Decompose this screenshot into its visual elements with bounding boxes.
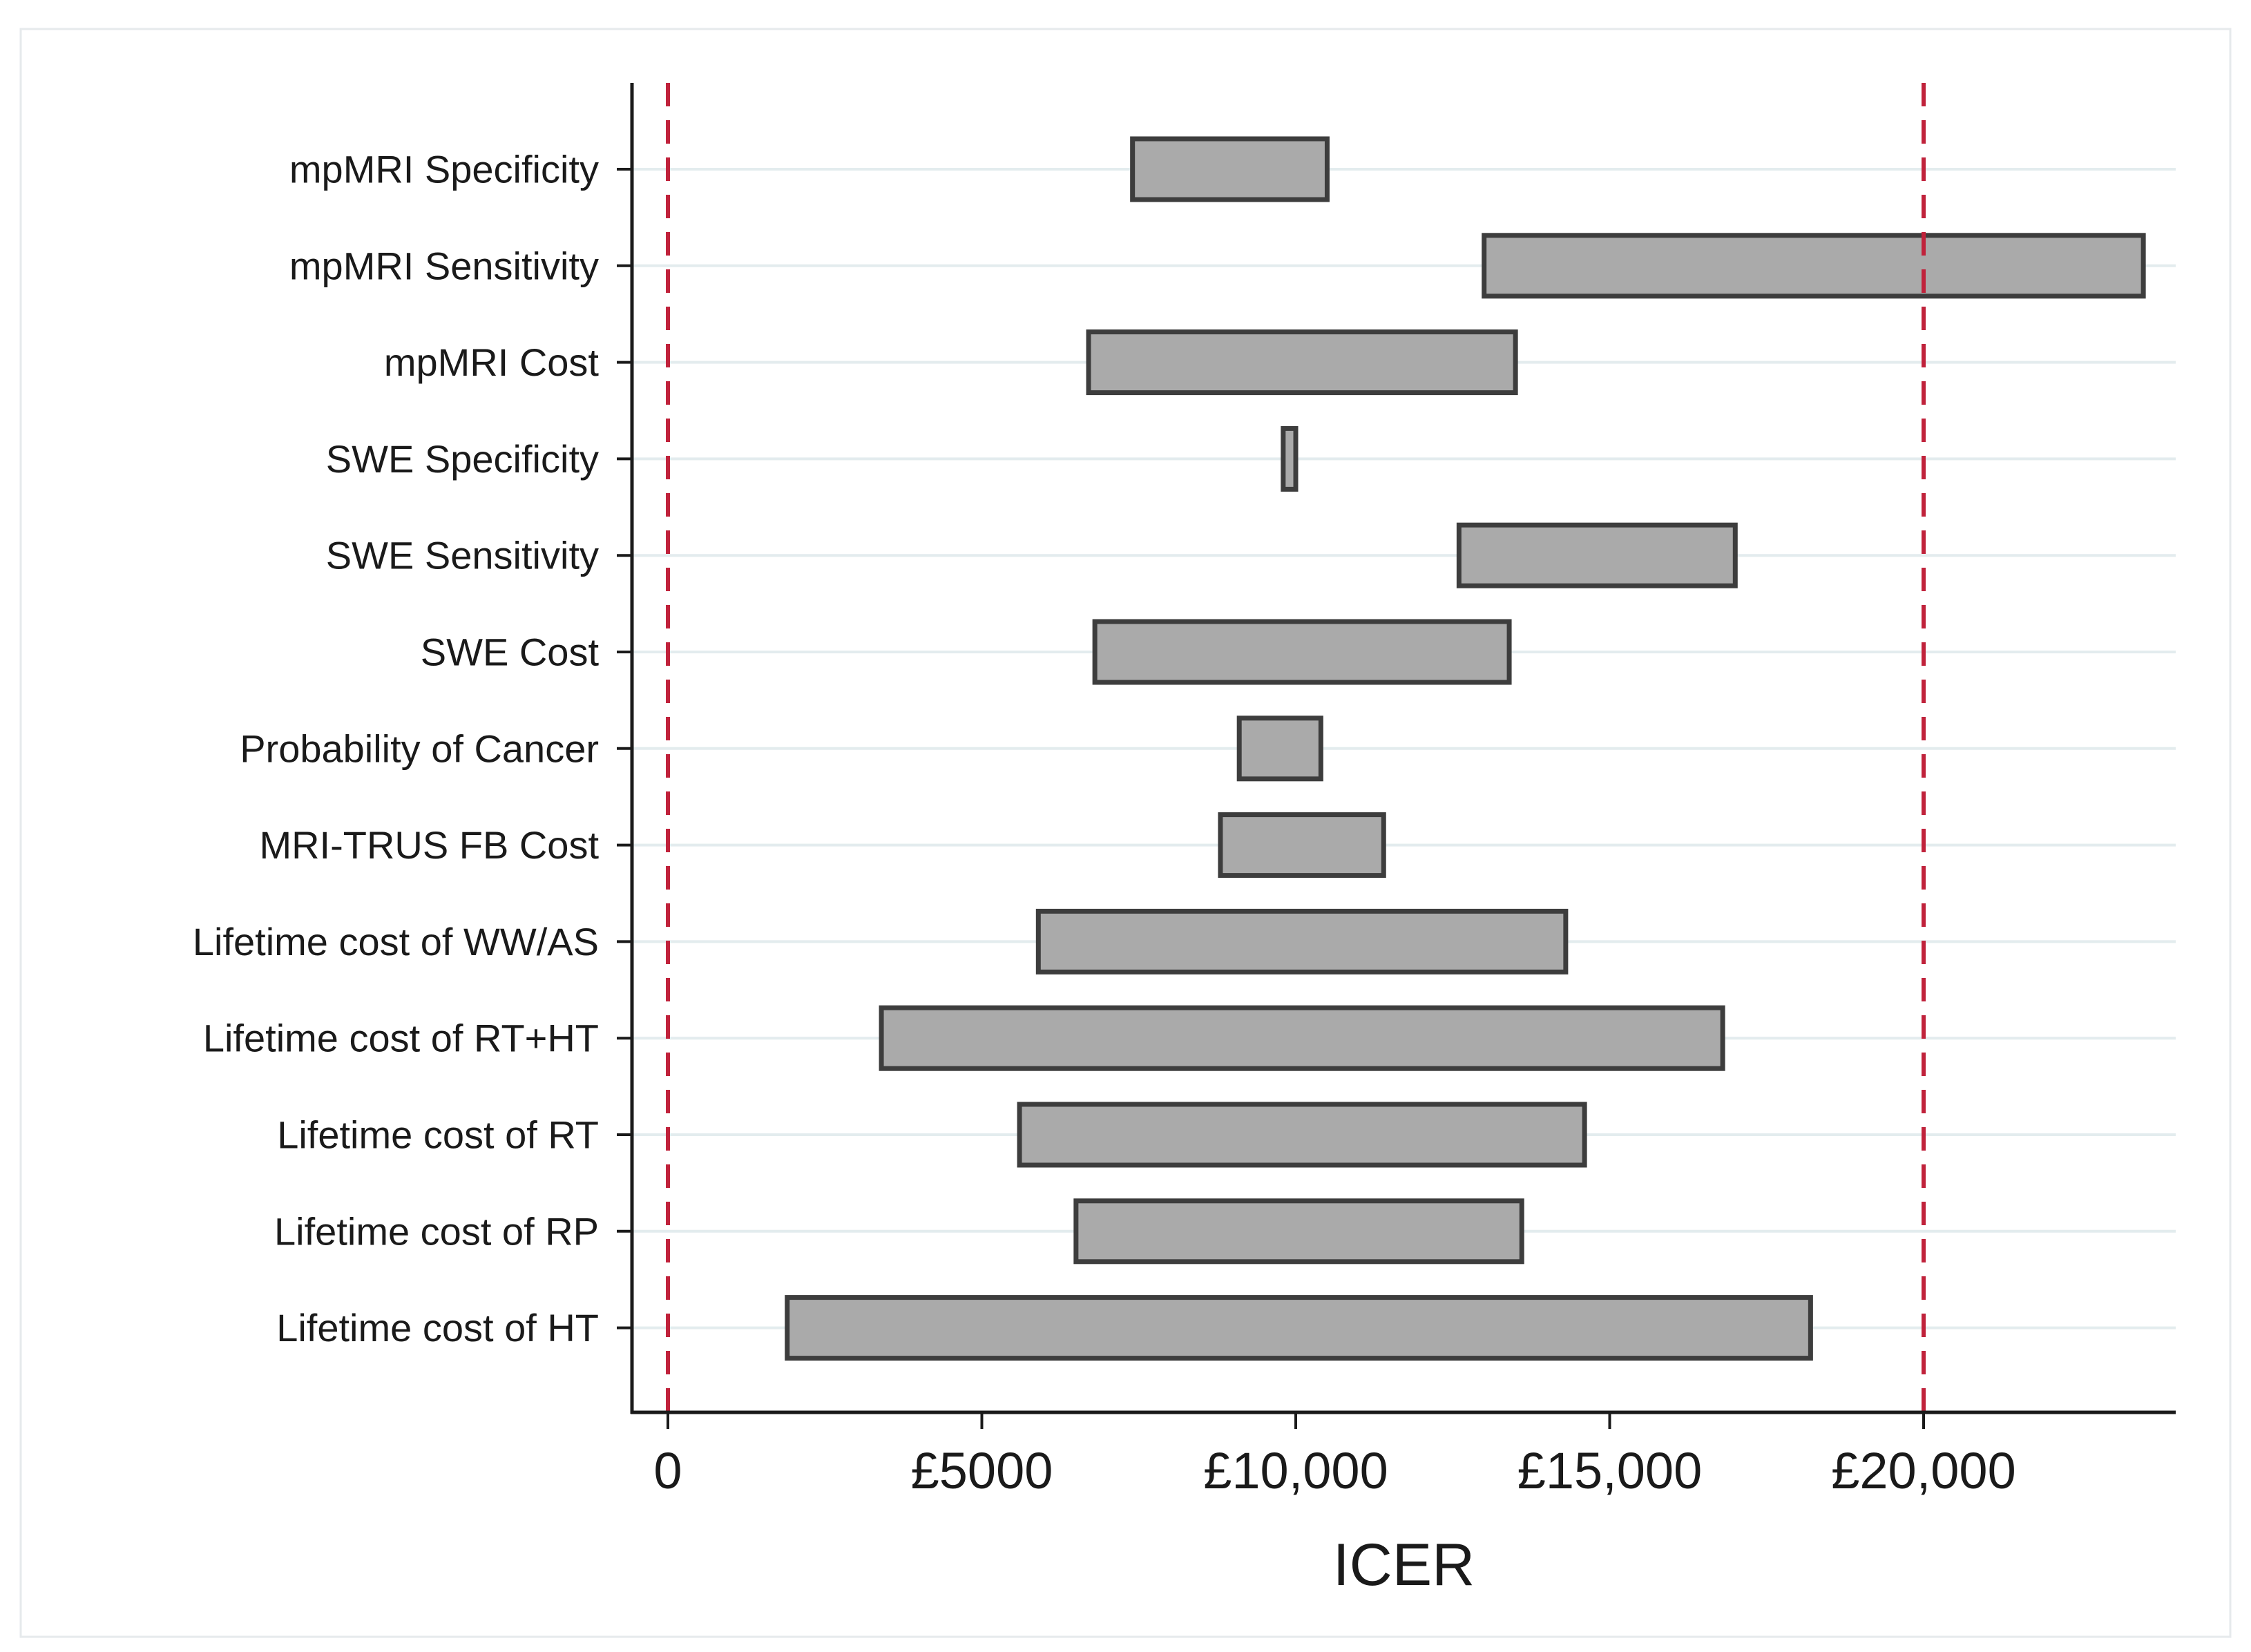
bar — [1218, 812, 1386, 878]
x-tick-label: £20,000 — [1831, 1442, 2016, 1499]
bar — [1130, 136, 1330, 202]
bar — [1456, 522, 1738, 588]
category-label: Lifetime cost of RT+HT — [203, 1017, 599, 1060]
bar — [1092, 619, 1512, 685]
bar — [1281, 425, 1299, 492]
bar — [1482, 233, 2146, 299]
bars — [785, 136, 2146, 1361]
category-label: SWE Sensitivity — [326, 534, 599, 577]
x-tick-label: 0 — [653, 1442, 682, 1499]
bar — [785, 1295, 1813, 1361]
category-label: Lifetime cost of RP — [274, 1209, 599, 1253]
category-label: SWE Cost — [421, 631, 600, 674]
category-label: Lifetime cost of WW/AS — [193, 920, 599, 963]
bar — [879, 1005, 1725, 1071]
x-tick-label: £15,000 — [1517, 1442, 1703, 1499]
x-tick-label: £5000 — [911, 1442, 1053, 1499]
category-label: MRI-TRUS FB Cost — [259, 823, 599, 867]
x-tick-label: £10,000 — [1203, 1442, 1388, 1499]
category-labels: mpMRI Specificity mpMRI Sensitivity mpMRI … — [193, 148, 600, 1350]
category-label: Probability of Cancer — [240, 727, 599, 770]
category-label: Lifetime cost of HT — [276, 1306, 599, 1350]
category-label: mpMRI Sensitivity — [289, 244, 599, 287]
bar — [1035, 908, 1569, 974]
bar — [1086, 329, 1518, 396]
category-label: SWE Specificity — [326, 437, 599, 481]
category-label: Lifetime cost of RT — [277, 1113, 599, 1157]
bar — [1236, 715, 1323, 782]
axes — [617, 83, 2176, 1414]
bar — [1073, 1198, 1524, 1265]
x-axis-title: ICER — [1333, 1532, 1475, 1598]
category-label: mpMRI Specificity — [289, 148, 599, 191]
category-label: mpMRI Cost — [384, 340, 600, 384]
bar — [1017, 1102, 1587, 1168]
x-ticks: 0 £5000 £10,000 £15,000 £20,000 — [653, 1412, 2016, 1499]
